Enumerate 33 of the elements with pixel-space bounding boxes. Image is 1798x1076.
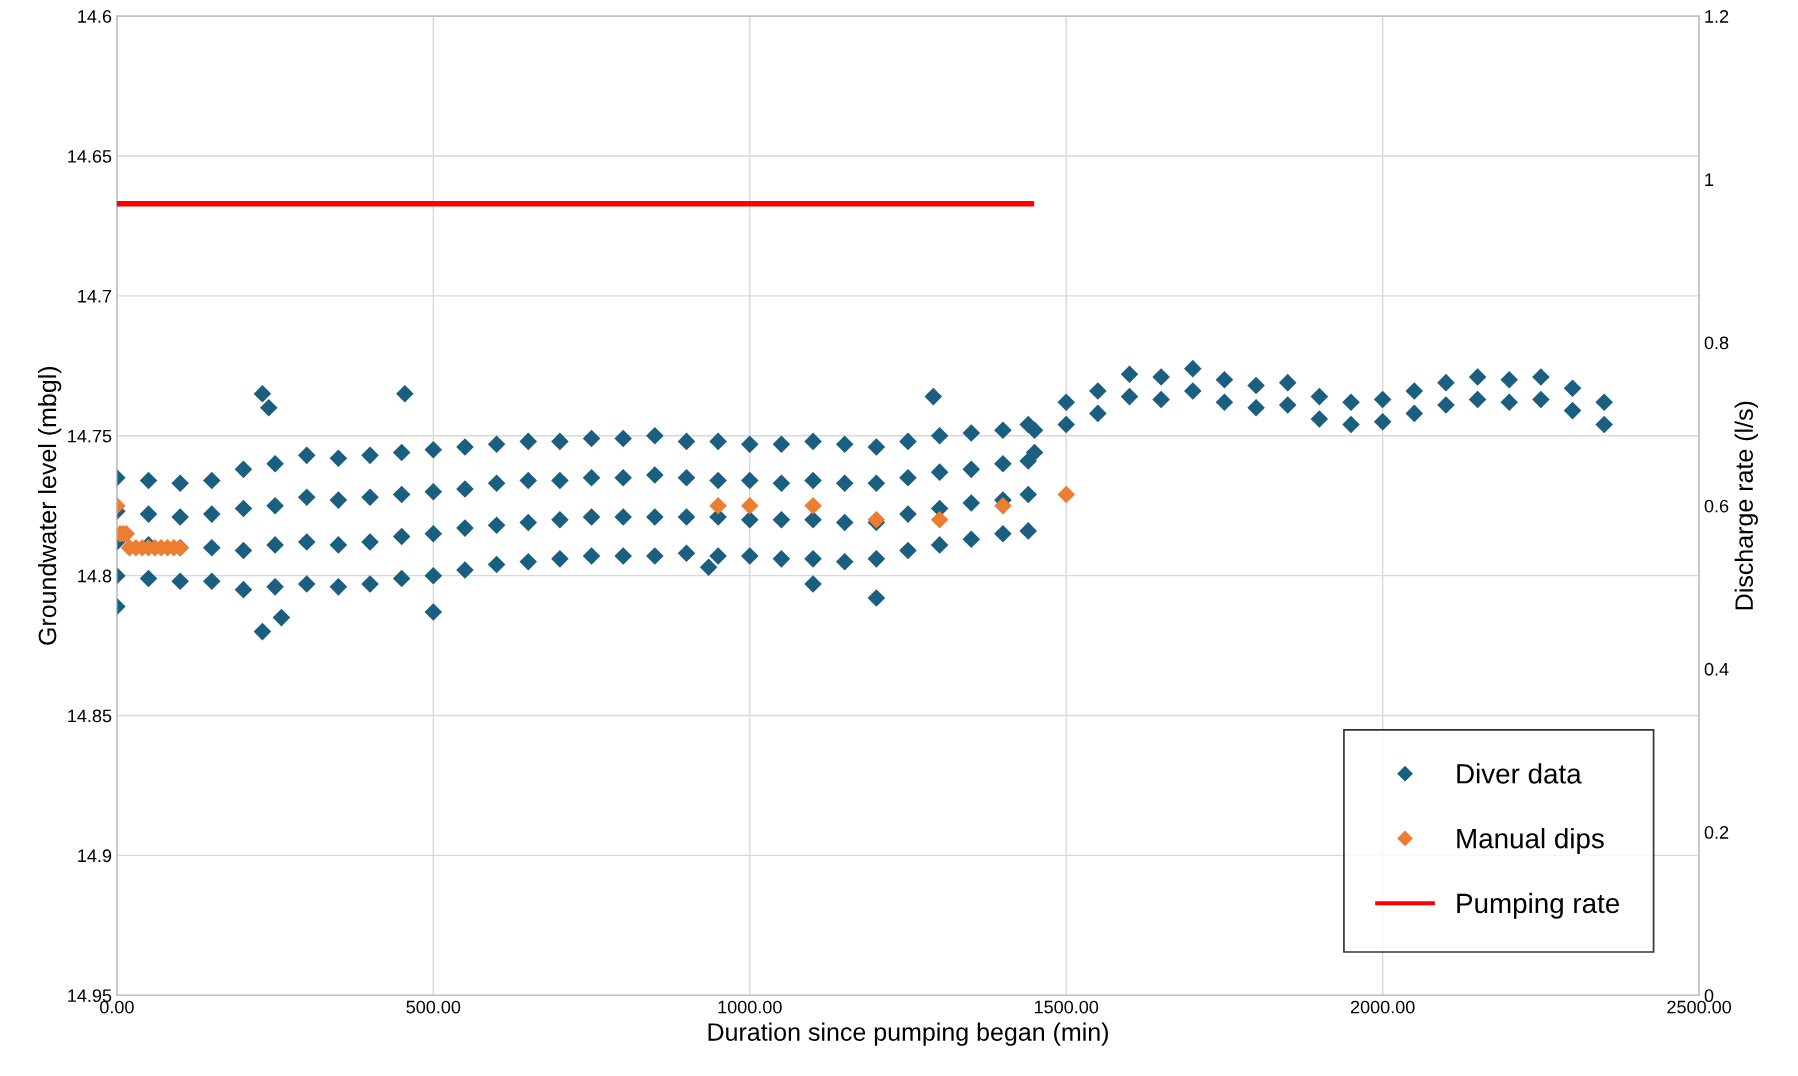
legend-label: Pumping rate (1457, 892, 1620, 919)
point (930, 510, 949, 529)
y-tick-label: 14.9 (78, 849, 112, 863)
legend-label: Diver data (1457, 763, 1582, 784)
x-tick-label: 2000.00 (1350, 1000, 1415, 1014)
y2-tick-label: 0 (1704, 989, 1714, 1003)
point (740, 496, 759, 515)
y-tick-label: 14.95 (68, 989, 112, 1003)
y-tick-label: 14.85 (68, 709, 112, 723)
x-axis-title: Duration since pumping began (min) (708, 1022, 1108, 1046)
legend-label: Manual dips (1457, 828, 1604, 854)
point (709, 496, 727, 515)
y-tick-label: 14.7 (78, 290, 112, 303)
x-tick-label: 2500.00 (1667, 1000, 1732, 1014)
y-axis-title: Groundwater level (mbgl) (37, 366, 62, 645)
x-tick-label: 500.00 (406, 1000, 461, 1014)
x-tick-label: 0.00 (100, 1000, 134, 1014)
y2-tick-label: 1.2 (1705, 10, 1729, 23)
point (994, 496, 1012, 515)
y-tick-label: 14.6 (78, 10, 112, 23)
y2-tick-label: 0.6 (1704, 499, 1729, 513)
y2-tick-label: 0.4 (1704, 662, 1729, 676)
y-tick-label: 14.65 (68, 149, 112, 163)
y2-tick-label: 0.8 (1704, 336, 1729, 350)
y2-tick-label: 0.2 (1704, 826, 1729, 839)
y2-axis-title: Discharge rate (l/s) (1734, 401, 1758, 610)
x-tick-label: 1500.00 (1034, 1000, 1099, 1014)
x-tick-label: 1000.00 (718, 1000, 782, 1014)
point (1057, 485, 1075, 504)
y-tick-label: 14.75 (68, 429, 112, 443)
y-tick-label: 14.8 (78, 569, 112, 583)
y2-tick-label: 1 (1705, 173, 1714, 186)
point (804, 496, 822, 515)
